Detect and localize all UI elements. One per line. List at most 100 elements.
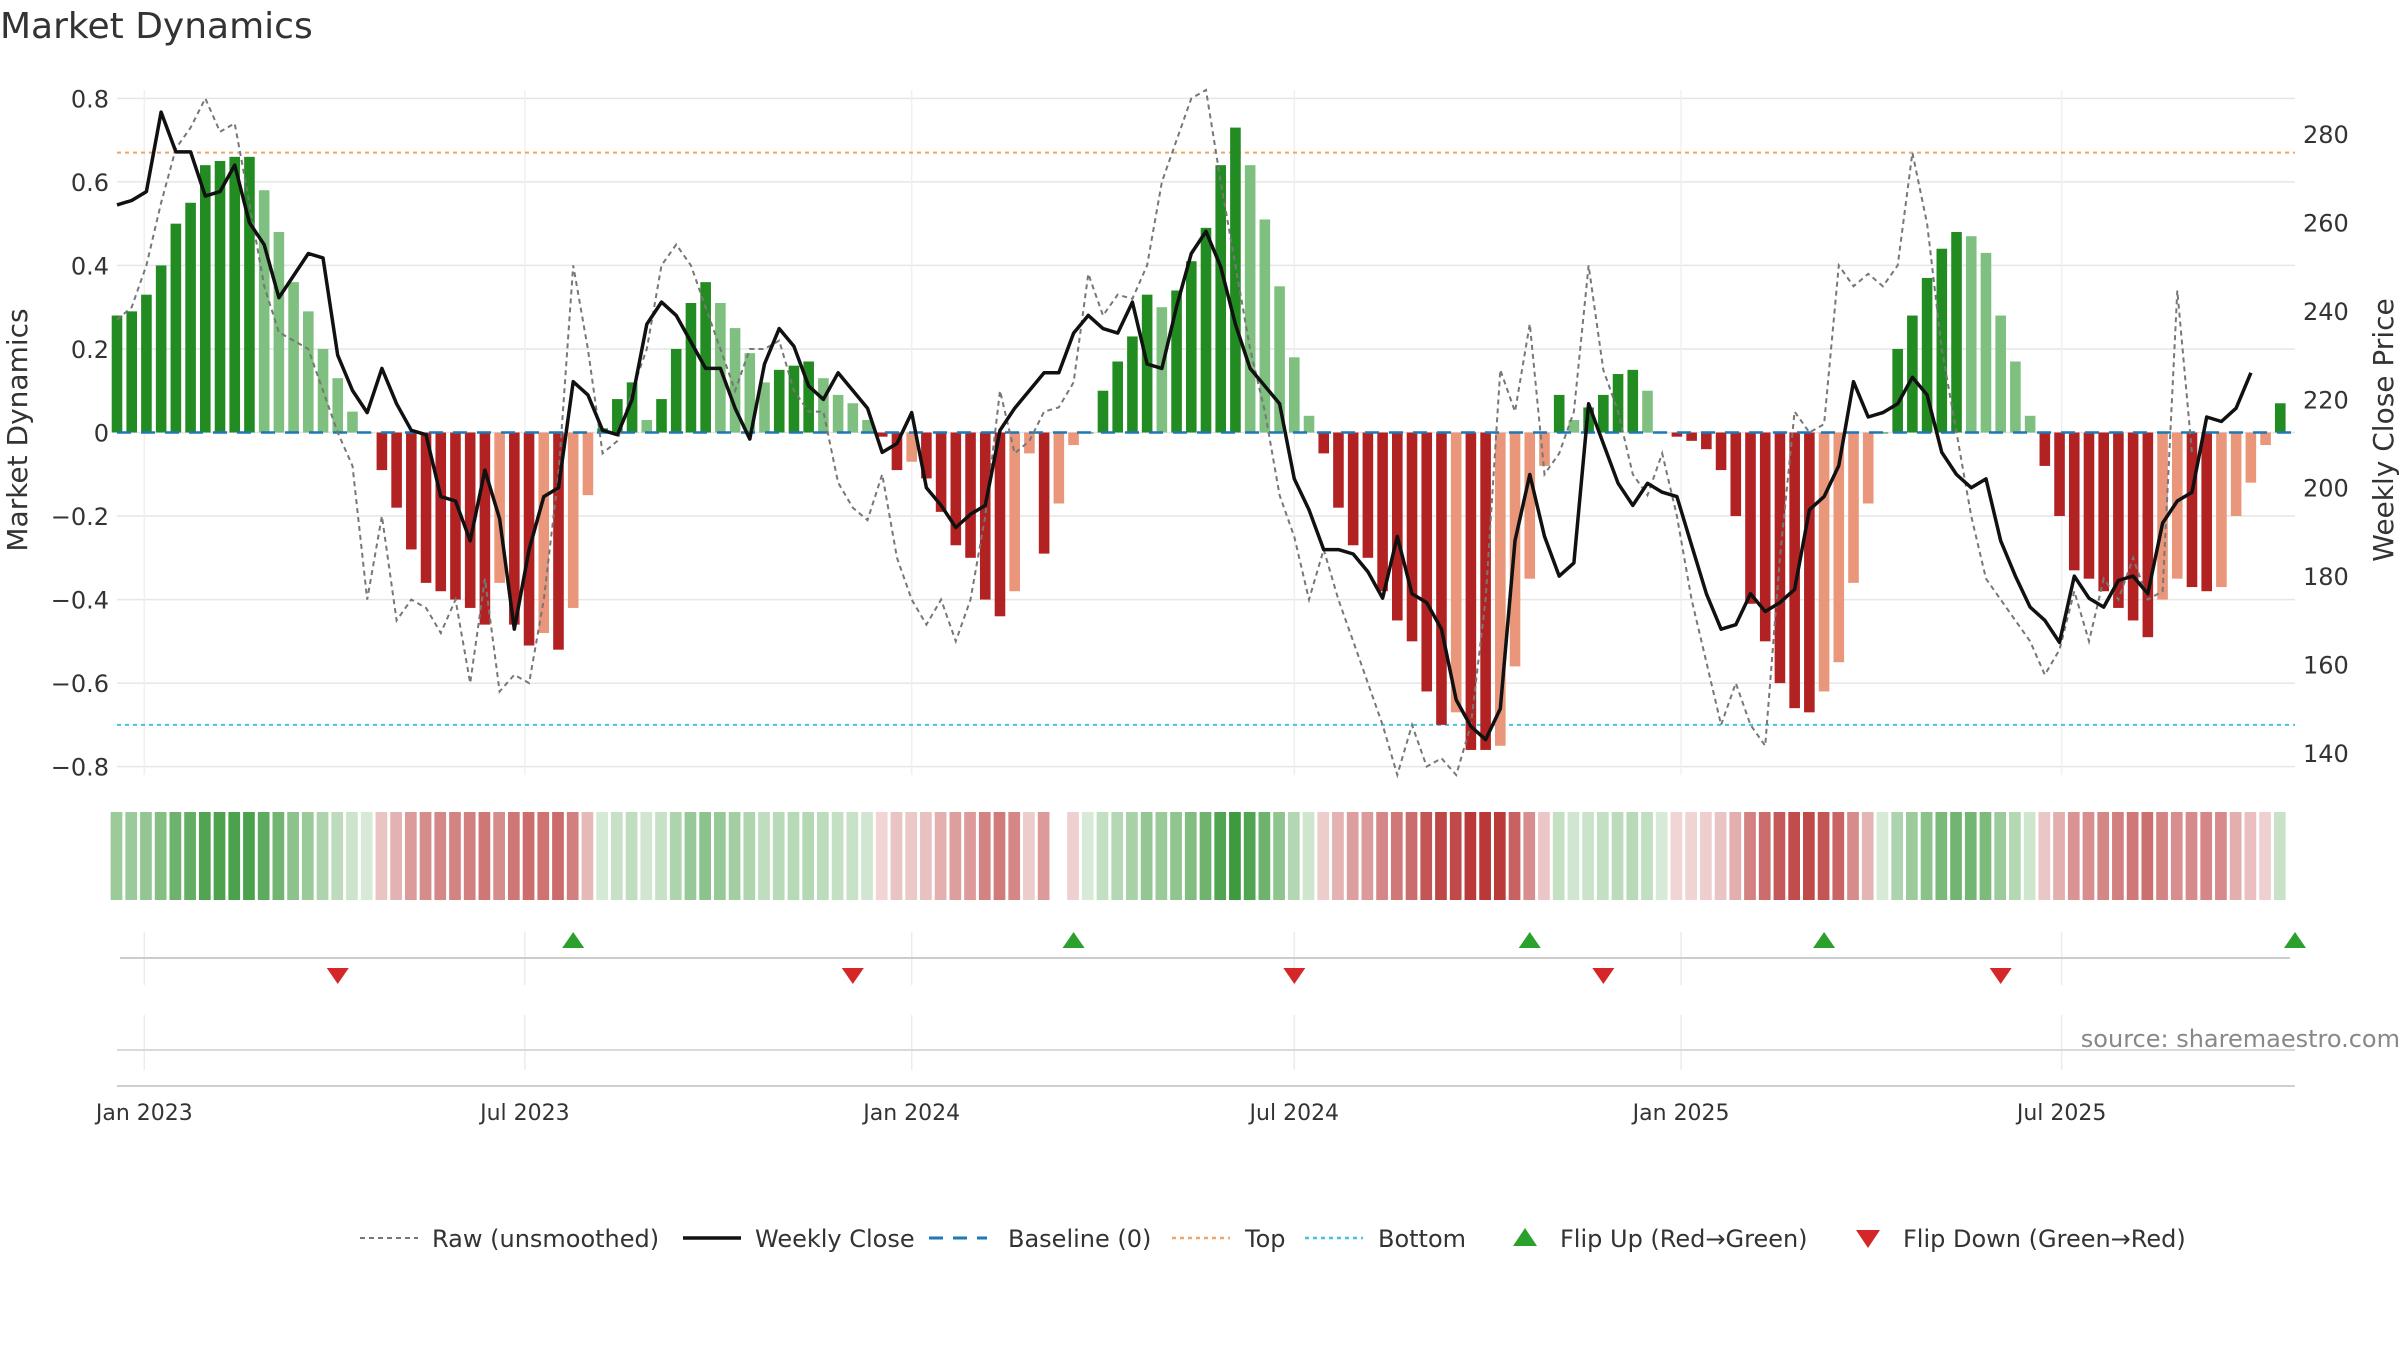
bar <box>685 303 697 433</box>
y-tick-label: −0.8 <box>51 754 109 782</box>
weekly-close-line <box>116 110 2253 742</box>
bar <box>464 432 476 608</box>
flip-down-marker <box>1989 968 2012 984</box>
y-axis-ticks: 0.8 0.6 0.4 0.2 0 −0.2 −0.4 −0.6 −0.8 <box>51 85 109 781</box>
chart-title: Market Dynamics <box>0 6 313 47</box>
bar <box>273 232 285 433</box>
regime-band <box>2112 812 2124 900</box>
bar <box>2113 432 2124 608</box>
bar <box>1774 432 1786 684</box>
regime-band <box>2244 812 2257 900</box>
regime-band <box>2023 812 2036 900</box>
bar <box>729 328 741 433</box>
bars <box>111 127 2295 750</box>
regime-band <box>1876 812 1889 900</box>
bar <box>656 399 667 433</box>
regime-band <box>1729 812 1742 900</box>
bar <box>126 311 138 433</box>
x-tick-label: Jan 2025 <box>1631 1101 1730 1126</box>
regime-band <box>1081 812 1094 900</box>
bar <box>1671 432 1683 437</box>
bar <box>2201 432 2213 592</box>
bar <box>891 432 903 471</box>
regime-band <box>360 812 373 900</box>
flip-markers-panel <box>120 932 2306 985</box>
regime-band <box>669 812 682 900</box>
bar <box>258 190 270 433</box>
bar <box>155 265 167 433</box>
regime-band <box>1037 812 1050 900</box>
flip-down-marker <box>1592 968 1615 984</box>
bar <box>2098 432 2109 592</box>
bar <box>2157 432 2168 600</box>
regime-band <box>449 812 461 900</box>
source-note: source: sharemaestro.com <box>2081 1025 2400 1053</box>
regime-band <box>1552 812 1565 900</box>
bar <box>1053 432 1065 504</box>
regime-band <box>1184 812 1197 900</box>
regime-band <box>1420 812 1433 900</box>
regime-band <box>640 812 653 900</box>
y-tick-label: −0.6 <box>51 670 109 698</box>
regime-band <box>964 812 976 900</box>
raw-series-line <box>116 88 2193 779</box>
y2-axis-label: Weekly Close Price <box>2367 298 2400 561</box>
regime-band <box>861 812 873 900</box>
regime-band <box>934 812 947 900</box>
bar <box>2142 432 2154 638</box>
legend-label: Raw (unsmoothed) <box>432 1225 659 1253</box>
regime-band <box>1155 812 1168 900</box>
bar <box>1024 432 1035 454</box>
bar <box>1171 290 1182 433</box>
regime-band <box>1111 812 1124 900</box>
regime-band <box>1699 812 1712 900</box>
flip-up-marker <box>1518 932 1541 948</box>
regime-band <box>478 812 491 900</box>
regime-band <box>537 812 550 900</box>
bar <box>744 353 756 433</box>
regime-band <box>2067 812 2080 900</box>
y-axis-label: Market Dynamics <box>1 308 34 551</box>
bar <box>1612 374 1624 433</box>
bar <box>229 156 241 433</box>
bar <box>1112 361 1124 433</box>
regime-band <box>1994 812 2007 900</box>
regime-band <box>993 812 1006 900</box>
bar <box>1715 432 1727 471</box>
close-line <box>116 110 2253 742</box>
regime-band <box>1479 812 1491 900</box>
regime-band <box>1376 812 1388 900</box>
bar <box>847 403 859 433</box>
bar <box>347 411 358 433</box>
bar <box>1406 432 1418 642</box>
bar <box>582 432 594 496</box>
regime-band <box>684 812 697 900</box>
y-tick-label: −0.2 <box>51 503 109 531</box>
regime-band <box>1964 812 1977 900</box>
threshold-lines <box>117 151 2295 726</box>
regime-band <box>316 812 329 900</box>
regime-band <box>198 812 211 900</box>
legend-label: Flip Down (Green→Red) <box>1903 1225 2186 1253</box>
bar <box>788 365 800 433</box>
bar <box>862 419 873 433</box>
flip-up-marker <box>1062 932 1085 948</box>
regime-band <box>1170 812 1182 900</box>
regime-band <box>1023 812 1035 900</box>
regime-band <box>184 812 196 900</box>
regime-band <box>890 812 903 900</box>
regime-band <box>2170 812 2183 900</box>
y-tick-label: −0.4 <box>51 587 109 615</box>
regime-band <box>243 812 255 900</box>
regime-band <box>1258 812 1271 900</box>
x-tick-label: Jan 2024 <box>861 1101 960 1126</box>
flip-down-marker <box>1283 968 1306 984</box>
bar <box>1686 432 1697 441</box>
y2-tick-label: 180 <box>2303 563 2349 591</box>
bar <box>700 282 711 433</box>
bar <box>818 378 829 433</box>
bar <box>1539 432 1550 466</box>
regime-band <box>1832 812 1845 900</box>
bar <box>538 432 550 633</box>
bar <box>1421 432 1433 692</box>
